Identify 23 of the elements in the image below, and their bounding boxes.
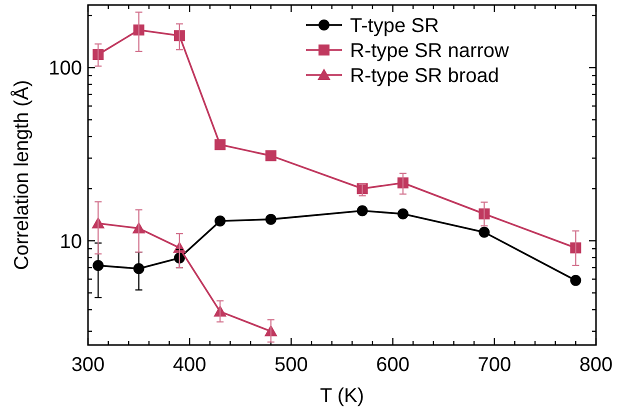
- legend-label: R-type SR narrow: [350, 40, 510, 62]
- x-tick-label: 600: [376, 354, 410, 376]
- point: [214, 139, 226, 150]
- point: [570, 274, 582, 286]
- x-tick-label: 700: [478, 354, 512, 376]
- x-axis-title: T (K): [320, 385, 364, 407]
- x-tick-label: 800: [579, 354, 613, 376]
- point: [265, 150, 276, 162]
- point: [356, 205, 368, 216]
- legend-label: T-type SR: [350, 15, 439, 37]
- y-tick-label: 10: [60, 230, 82, 253]
- legend-label: R-type SR broad: [350, 65, 499, 87]
- x-tick-label: 300: [71, 354, 105, 376]
- y-axis-title: Correlation length (Å): [10, 80, 33, 270]
- x-tick-label: 400: [172, 354, 206, 376]
- point: [478, 226, 490, 238]
- point: [214, 216, 226, 227]
- point: [174, 30, 185, 42]
- y-tick-label: 100: [48, 58, 82, 80]
- point: [397, 177, 408, 188]
- point: [265, 214, 276, 225]
- point: [397, 208, 408, 220]
- x-tick-label: 500: [274, 354, 308, 376]
